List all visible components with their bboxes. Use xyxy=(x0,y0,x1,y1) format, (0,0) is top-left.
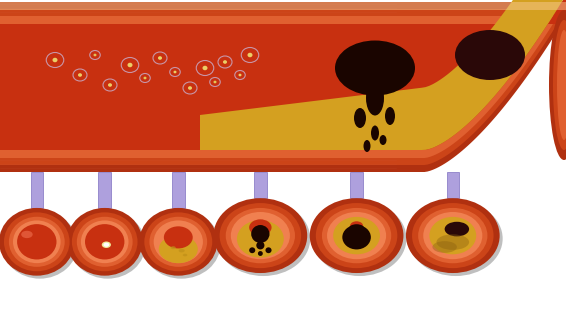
Ellipse shape xyxy=(127,63,132,67)
Ellipse shape xyxy=(349,224,365,234)
Ellipse shape xyxy=(13,220,61,263)
Ellipse shape xyxy=(316,203,397,268)
Ellipse shape xyxy=(432,241,457,253)
Ellipse shape xyxy=(409,201,503,276)
Ellipse shape xyxy=(93,54,96,56)
Ellipse shape xyxy=(104,243,109,247)
Ellipse shape xyxy=(183,254,187,256)
Ellipse shape xyxy=(430,217,476,254)
Ellipse shape xyxy=(2,211,78,279)
Polygon shape xyxy=(200,0,566,150)
Ellipse shape xyxy=(81,220,128,263)
Ellipse shape xyxy=(412,203,494,268)
Polygon shape xyxy=(0,9,566,165)
Ellipse shape xyxy=(0,208,75,276)
Ellipse shape xyxy=(174,71,177,73)
FancyBboxPatch shape xyxy=(172,172,185,208)
FancyBboxPatch shape xyxy=(350,172,363,198)
Ellipse shape xyxy=(78,73,82,77)
Ellipse shape xyxy=(158,56,162,60)
Ellipse shape xyxy=(149,217,207,267)
Ellipse shape xyxy=(455,30,525,80)
Ellipse shape xyxy=(223,60,227,64)
Ellipse shape xyxy=(72,212,138,271)
Polygon shape xyxy=(0,0,566,150)
Ellipse shape xyxy=(310,198,404,273)
Ellipse shape xyxy=(366,81,384,116)
Ellipse shape xyxy=(179,249,185,252)
Ellipse shape xyxy=(335,41,415,95)
Ellipse shape xyxy=(21,231,33,238)
Ellipse shape xyxy=(188,86,192,90)
Ellipse shape xyxy=(238,74,242,76)
Ellipse shape xyxy=(85,224,125,259)
Ellipse shape xyxy=(102,241,111,248)
Ellipse shape xyxy=(144,77,147,79)
Ellipse shape xyxy=(158,235,198,263)
Ellipse shape xyxy=(258,251,263,256)
Polygon shape xyxy=(0,2,566,172)
Ellipse shape xyxy=(553,20,566,150)
FancyBboxPatch shape xyxy=(98,172,111,208)
Ellipse shape xyxy=(142,211,220,279)
Ellipse shape xyxy=(217,201,310,276)
Ellipse shape xyxy=(17,224,57,259)
Ellipse shape xyxy=(333,217,380,254)
Ellipse shape xyxy=(249,219,272,236)
FancyBboxPatch shape xyxy=(447,172,459,198)
FancyBboxPatch shape xyxy=(31,172,43,208)
Ellipse shape xyxy=(77,217,132,267)
Ellipse shape xyxy=(549,10,566,160)
Ellipse shape xyxy=(9,217,65,267)
Ellipse shape xyxy=(231,212,290,259)
Ellipse shape xyxy=(247,53,252,57)
Ellipse shape xyxy=(251,225,269,243)
Ellipse shape xyxy=(213,81,217,83)
Ellipse shape xyxy=(108,83,112,87)
Ellipse shape xyxy=(53,58,58,62)
Ellipse shape xyxy=(256,241,264,250)
Ellipse shape xyxy=(322,208,391,263)
Ellipse shape xyxy=(139,208,217,276)
Ellipse shape xyxy=(164,226,192,248)
Ellipse shape xyxy=(557,30,566,140)
Ellipse shape xyxy=(67,208,143,276)
Ellipse shape xyxy=(249,247,255,253)
Ellipse shape xyxy=(436,234,469,250)
Ellipse shape xyxy=(265,247,272,253)
Ellipse shape xyxy=(445,222,469,237)
Ellipse shape xyxy=(342,225,371,250)
Ellipse shape xyxy=(371,126,379,140)
Polygon shape xyxy=(0,2,566,10)
Ellipse shape xyxy=(70,211,145,279)
Ellipse shape xyxy=(153,220,203,263)
Ellipse shape xyxy=(379,135,387,145)
Ellipse shape xyxy=(213,198,307,273)
Ellipse shape xyxy=(423,212,482,259)
Ellipse shape xyxy=(327,212,386,259)
Ellipse shape xyxy=(144,212,212,271)
Polygon shape xyxy=(0,3,566,158)
Ellipse shape xyxy=(418,208,487,263)
Ellipse shape xyxy=(4,212,70,271)
Ellipse shape xyxy=(406,198,500,273)
Ellipse shape xyxy=(226,208,295,263)
Ellipse shape xyxy=(237,220,284,258)
Ellipse shape xyxy=(220,203,301,268)
Ellipse shape xyxy=(171,246,175,249)
Ellipse shape xyxy=(354,108,366,128)
Ellipse shape xyxy=(385,107,395,125)
Ellipse shape xyxy=(203,66,208,70)
FancyBboxPatch shape xyxy=(254,172,267,198)
Ellipse shape xyxy=(363,140,371,152)
Ellipse shape xyxy=(350,221,363,230)
Ellipse shape xyxy=(313,201,406,276)
